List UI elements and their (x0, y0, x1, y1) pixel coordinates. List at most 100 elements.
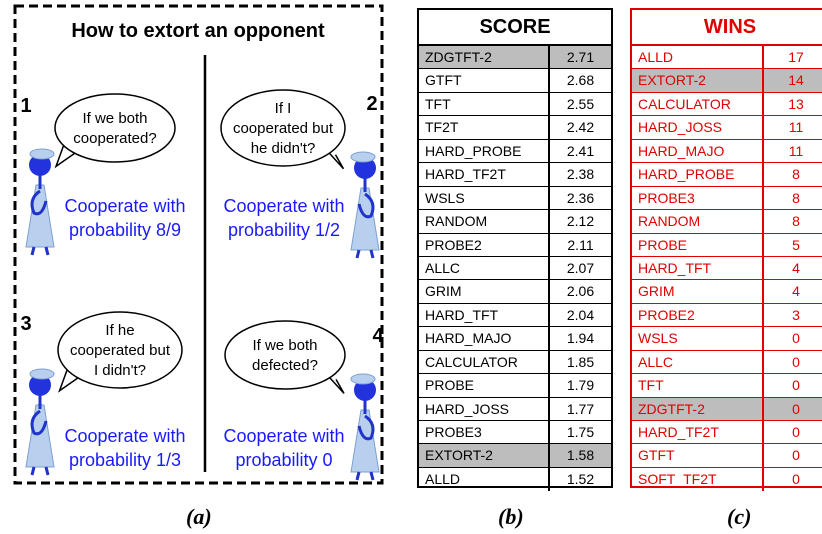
strategy-name: HARD_TFT (632, 256, 764, 280)
table-row: EXTORT-2 1.58 (419, 444, 611, 468)
strategy-value: 3 (792, 306, 800, 323)
strategy-value: 2.04 (566, 306, 595, 323)
table-row: HARD_TFT 4 (632, 256, 822, 281)
strategy-name: HARD_TF2T (419, 163, 550, 186)
answer-text: Cooperate with (64, 426, 185, 446)
strategy-value: 1.79 (566, 377, 595, 394)
table-row: RANDOM 2.12 (419, 210, 611, 234)
caption: (c) (727, 504, 752, 529)
figure-dress (350, 409, 380, 473)
panel-title: How to extort an opponent (71, 20, 325, 42)
strategy-name: HARD_TF2T (632, 421, 764, 444)
strategy-name: HARD_MAJO (632, 139, 764, 163)
table-row: HARD_MAJO 11 (632, 139, 822, 164)
answer-text: probability 8/9 (69, 220, 181, 240)
strategy-name: ALLD (632, 46, 764, 69)
table-row: HARD_PROBE 2.41 (419, 139, 611, 164)
strategy-value: 11 (788, 119, 804, 136)
table-row: ALLC 2.07 (419, 256, 611, 281)
bubble-text: cooperated? (73, 130, 156, 147)
strategy-name: RANDOM (419, 210, 550, 233)
strategy-value: 8 (792, 213, 800, 230)
figure-dress (25, 404, 55, 468)
speech-bubble (54, 93, 176, 163)
strategy-name: PROBE2 (419, 233, 550, 256)
figure-leg (30, 466, 36, 476)
strategy-value: 13 (788, 95, 804, 112)
figure-hat (350, 373, 376, 385)
table-row: GRIM 4 (632, 280, 822, 304)
quadrant-number: 4 (372, 325, 384, 347)
strategy-name: ZDGTFT-2 (632, 397, 764, 420)
strategy-value: 8 (792, 189, 800, 206)
table-row: HARD_JOSS 11 (632, 116, 822, 140)
strategy-name: ZDGTFT-2 (419, 46, 550, 69)
strategy-name: HARD_PROBE (632, 163, 764, 186)
strategy-value: 0 (792, 447, 800, 464)
strategy-name: HARD_JOSS (419, 397, 550, 420)
strategy-value: 0 (792, 400, 800, 417)
dashed-frame (13, 4, 384, 485)
strategy-value: 1.77 (566, 400, 595, 417)
strategy-value: 2.07 (566, 259, 595, 276)
bubble-text: I didn't? (94, 362, 146, 379)
table-row: CALCULATOR 1.85 (419, 350, 611, 375)
figure-leg (355, 249, 361, 259)
strategy-value: 2.55 (566, 95, 595, 112)
strategy-name: WSLS (419, 186, 550, 210)
table-row: ZDGTFT-2 2.71 (419, 46, 611, 70)
strategy-name: CALCULATOR (632, 92, 764, 116)
strategy-name: GRIM (419, 280, 550, 303)
strategy-value: 8 (792, 166, 800, 183)
strategy-name: GTFT (419, 69, 550, 92)
strategy-value: 4 (792, 259, 800, 276)
bubble-text: If we both (252, 337, 317, 354)
strategy-name: PROBE3 (632, 186, 764, 210)
caption: (a) (186, 504, 212, 529)
strategy-value: 1.94 (566, 330, 595, 347)
table-row: ALLC 0 (632, 350, 822, 375)
answer-text: Cooperate with (64, 196, 185, 216)
strategy-value: 2.11 (567, 236, 594, 253)
figure-hat (29, 368, 55, 380)
bubble-text: If I (275, 100, 292, 117)
strategy-name: EXTORT-2 (632, 69, 764, 92)
table-row: TFT 0 (632, 374, 822, 398)
strategy-name: TFT (419, 92, 550, 116)
table-row: EXTORT-2 14 (632, 69, 822, 93)
table-row: HARD_TFT 2.04 (419, 303, 611, 328)
speech-bubble (224, 320, 346, 390)
quadrant-number: 2 (366, 93, 377, 115)
figure-dress (350, 187, 380, 251)
strategy-name: SOFT_TF2T (632, 467, 764, 492)
figure-arm (30, 409, 48, 436)
table-row: GTFT 0 (632, 444, 822, 468)
strategy-value: 1.85 (566, 353, 595, 370)
table-row: PROBE3 1.75 (419, 421, 611, 445)
speech-bubble (57, 311, 183, 389)
table-row: HARD_JOSS 1.77 (419, 397, 611, 421)
strategy-value: 1.75 (566, 424, 595, 440)
answer-text: probability 1/2 (228, 220, 340, 240)
figure-arm (30, 189, 48, 216)
strategy-value: 0 (792, 353, 800, 370)
strategy-value: 2.71 (566, 49, 595, 65)
strategy-value: 2.36 (566, 189, 595, 206)
figure-leg (355, 471, 361, 481)
table-row: HARD_MAJO 1.94 (419, 327, 611, 351)
strategy-name: HARD_PROBE (419, 139, 550, 163)
strategy-value: 2.06 (566, 283, 595, 300)
figure-leg (30, 246, 36, 256)
table-row: PROBE 1.79 (419, 374, 611, 398)
strategy-value: 4 (792, 283, 800, 300)
table-row: HARD_PROBE 8 (632, 163, 822, 187)
figure-leg (369, 471, 375, 481)
strategy-value: 0 (792, 377, 800, 394)
panel-a: How to extort an opponent 1 If we both coo… (13, 4, 384, 485)
strategy-name: HARD_MAJO (419, 327, 550, 350)
strategy-name: TF2T (419, 116, 550, 139)
figure-hat (29, 148, 55, 160)
strategy-name: ALLC (632, 350, 764, 374)
caption: (b) (498, 504, 524, 529)
table-row: GRIM 2.06 (419, 280, 611, 304)
